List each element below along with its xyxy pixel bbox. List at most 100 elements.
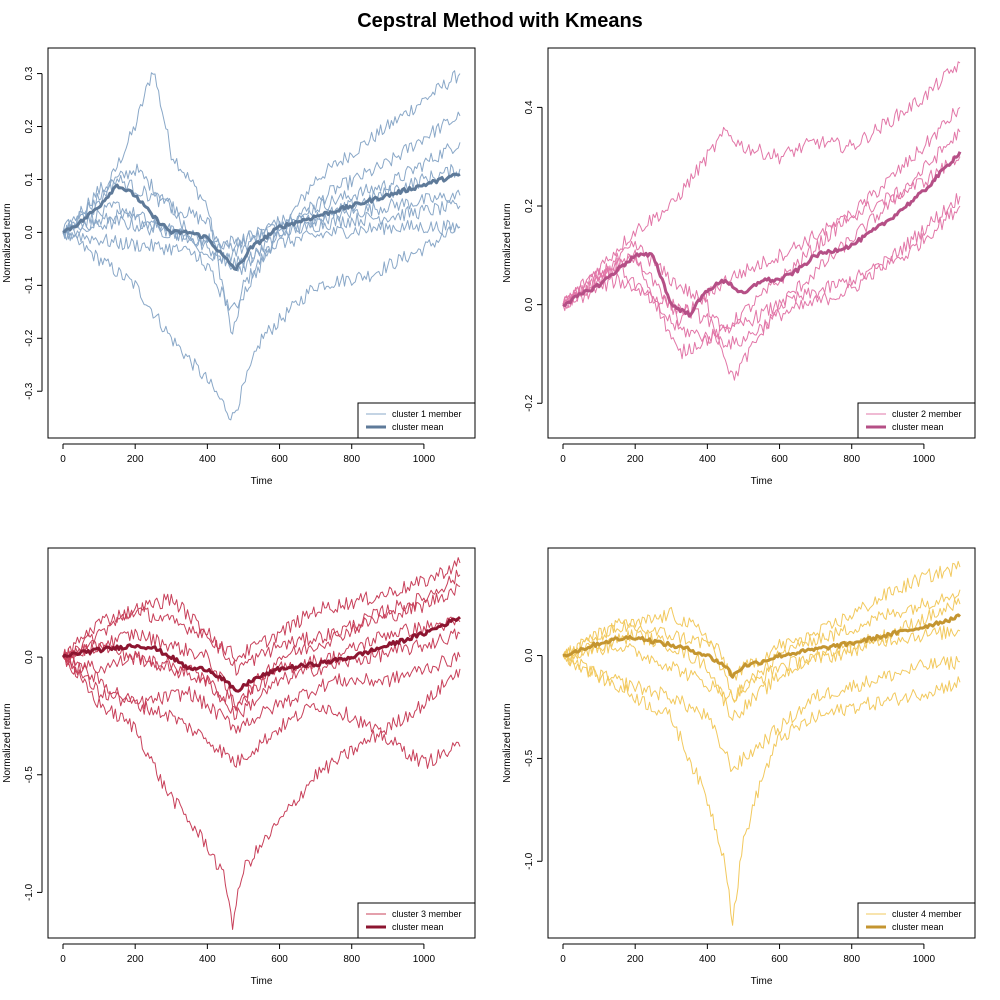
member-line: [562, 654, 961, 926]
mean-line: [62, 172, 461, 271]
y-tick-label: 0.4: [524, 100, 535, 114]
member-line: [562, 193, 961, 350]
x-tick-label: 600: [271, 454, 288, 465]
y-tick-label: -0.2: [24, 329, 35, 347]
member-line: [562, 589, 961, 681]
member-line: [562, 107, 961, 360]
legend: cluster 3 member cluster mean: [357, 902, 476, 939]
y-tick-label: 0.1: [24, 172, 35, 186]
x-tick-label: 400: [199, 954, 216, 965]
y-tick-label: 0.0: [24, 650, 35, 664]
x-tick-label: 800: [343, 454, 360, 465]
x-tick-label: 600: [771, 954, 788, 965]
member-line: [562, 61, 961, 305]
x-tick-label: 0: [60, 454, 66, 465]
legend-mean-label: cluster mean: [392, 422, 444, 432]
y-axis-label: Normalized return: [2, 703, 13, 782]
member-line: [62, 111, 461, 275]
x-tick-label: 400: [699, 454, 716, 465]
member-line: [62, 70, 461, 335]
member-line: [562, 156, 961, 327]
legend-member-label: cluster 1 member: [392, 409, 462, 419]
legend-mean-label: cluster mean: [892, 422, 944, 432]
x-tick-label: 1000: [913, 454, 936, 465]
x-axis-label: Time: [251, 976, 273, 987]
legend-box: [357, 402, 476, 439]
y-axis-label: Normalized return: [2, 203, 13, 282]
y-tick-label: 0.3: [24, 66, 35, 80]
member-line: [62, 569, 461, 676]
plot-frame: [47, 47, 476, 439]
x-tick-label: 800: [343, 954, 360, 965]
member-line: [62, 224, 461, 421]
x-tick-label: 0: [560, 454, 566, 465]
legend: cluster 1 member cluster mean: [357, 402, 476, 439]
member-line: [62, 199, 461, 249]
x-tick-label: 200: [127, 454, 144, 465]
x-tick-label: 200: [627, 454, 644, 465]
y-tick-label: -0.5: [24, 766, 35, 784]
x-tick-label: 200: [627, 954, 644, 965]
legend-member-label: cluster 4 member: [892, 909, 962, 919]
member-line: [62, 189, 461, 253]
member-line: [562, 128, 961, 381]
x-tick-label: 0: [60, 954, 66, 965]
chart-panel-2: 0 200 400 600 800 1000 Time -0.2 0.0 0.2 0.4 Normal…: [502, 47, 976, 487]
legend-box: [857, 902, 976, 939]
chart-panel-3: 0 200 400 600 800 1000 Time -1.0 -0.5 0.0 Normaliz…: [2, 547, 476, 987]
y-tick-label: 0.2: [24, 119, 35, 133]
plot-frame: [47, 547, 476, 939]
x-tick-label: 800: [843, 454, 860, 465]
legend-member-label: cluster 2 member: [892, 409, 962, 419]
x-axis-label: Time: [751, 476, 773, 487]
y-axis-label: Normalized return: [502, 703, 513, 782]
x-tick-label: 600: [271, 954, 288, 965]
legend-member-label: cluster 3 member: [392, 909, 462, 919]
x-tick-label: 400: [699, 954, 716, 965]
x-tick-label: 600: [771, 454, 788, 465]
mean-line: [562, 151, 962, 318]
x-tick-label: 1000: [413, 954, 436, 965]
mean-line: [562, 613, 961, 679]
member-line: [62, 651, 461, 734]
x-axis-label: Time: [251, 476, 273, 487]
y-tick-label: -0.3: [24, 382, 35, 400]
legend: cluster 4 member cluster mean: [857, 902, 976, 939]
member-line: [62, 219, 461, 270]
y-tick-label: -0.5: [524, 749, 535, 767]
member-line: [562, 560, 961, 702]
y-tick-label: 0.2: [524, 199, 535, 213]
legend: cluster 2 member cluster mean: [857, 402, 976, 439]
member-line: [562, 625, 961, 703]
member-line: [62, 656, 461, 769]
mean-line: [61, 615, 461, 693]
y-tick-label: -0.1: [24, 276, 35, 294]
chart-panel-4: 0 200 400 600 800 1000 Time -1.0 -0.5 0.0 Normaliz…: [502, 547, 976, 987]
member-line: [62, 616, 461, 712]
x-tick-label: 200: [127, 954, 144, 965]
x-tick-label: 1000: [413, 454, 436, 465]
x-tick-label: 800: [843, 954, 860, 965]
y-tick-label: 0.0: [524, 297, 535, 311]
y-tick-label: -0.2: [524, 394, 535, 412]
figure-title: Cepstral Method with Kmeans: [357, 10, 643, 32]
y-tick-label: -1.0: [524, 852, 535, 870]
legend-mean-label: cluster mean: [392, 922, 444, 932]
legend-box: [357, 902, 476, 939]
plot-frame: [547, 547, 976, 939]
y-tick-label: -1.0: [24, 883, 35, 901]
y-axis-label: Normalized return: [502, 203, 513, 282]
member-line: [62, 164, 461, 311]
x-tick-label: 400: [199, 454, 216, 465]
x-tick-label: 1000: [913, 954, 936, 965]
member-line: [562, 650, 961, 772]
x-tick-label: 0: [560, 954, 566, 965]
member-line: [62, 656, 461, 930]
y-tick-label: 0.0: [24, 225, 35, 239]
chart-panel-1: 0 200 400 600 800 1000 Time -0.3 -0.2 -0.1 0.0 0.1 0…: [2, 47, 476, 487]
legend-mean-label: cluster mean: [892, 922, 944, 932]
x-axis-label: Time: [751, 976, 773, 987]
legend-box: [857, 402, 976, 439]
